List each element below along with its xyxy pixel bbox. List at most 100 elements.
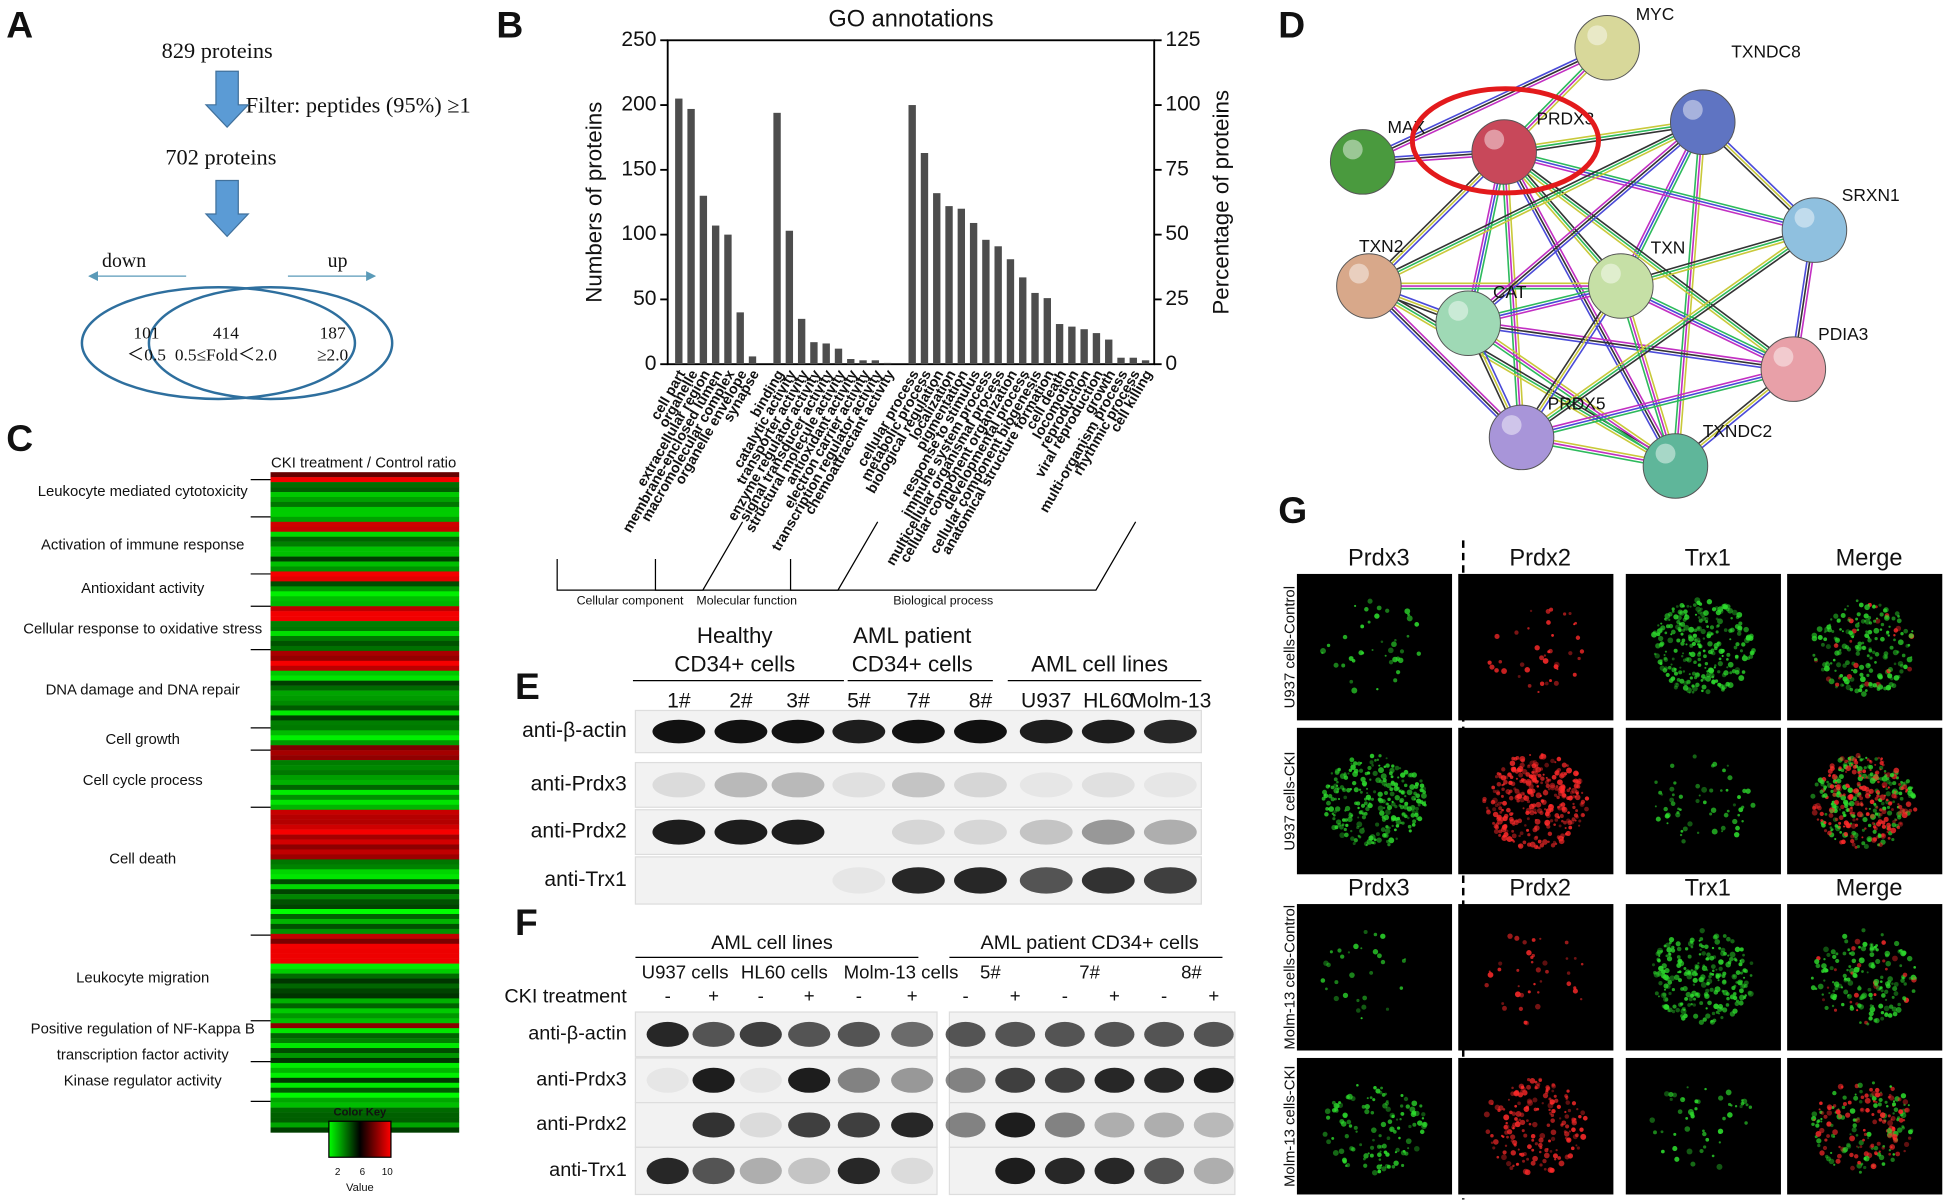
heatmap-row	[271, 815, 460, 820]
signal-dot	[1331, 1137, 1334, 1140]
signal-dot	[1529, 754, 1531, 756]
signal-dot	[1885, 787, 1888, 790]
heatmap-row	[271, 874, 460, 879]
signal-dot	[1908, 1137, 1911, 1140]
signal-dot	[1513, 840, 1515, 842]
signal-dot	[1720, 1016, 1723, 1019]
signal-dot	[1842, 663, 1846, 667]
signal-dot	[1572, 1101, 1576, 1105]
signal-dot	[1694, 1107, 1697, 1110]
signal-dot	[1884, 615, 1890, 621]
signal-dot	[1713, 935, 1718, 940]
signal-dot	[1861, 691, 1867, 697]
signal-dot	[1723, 934, 1727, 938]
signal-dot	[1661, 1130, 1664, 1133]
signal-dot	[1566, 764, 1569, 767]
signal-dot	[1855, 1118, 1860, 1123]
micrograph	[1297, 728, 1452, 874]
signal-dot	[1343, 1114, 1348, 1119]
signal-dot	[1884, 656, 1887, 659]
signal-dot	[1501, 795, 1504, 798]
signal-dot	[1527, 817, 1530, 820]
signal-dot	[1337, 768, 1341, 772]
panel-letter: E	[515, 665, 540, 707]
signal-dot	[1558, 791, 1563, 796]
signal-dot	[1662, 963, 1667, 968]
signal-dot	[1870, 800, 1875, 805]
row-label: anti-Trx1	[549, 1159, 627, 1181]
node-shine	[1683, 100, 1703, 120]
heatmap-row	[271, 472, 460, 477]
signal-dot	[1411, 796, 1416, 801]
signal-dot	[1552, 775, 1557, 780]
signal-dot	[1542, 960, 1547, 965]
signal-dot	[1513, 787, 1516, 790]
signal-dot	[1393, 1160, 1398, 1165]
blot-band	[772, 720, 825, 744]
signal-dot	[1730, 952, 1736, 958]
heatmap-row	[271, 1018, 460, 1023]
signal-dot	[1335, 1109, 1339, 1113]
signal-dot	[1676, 811, 1679, 814]
signal-dot	[1334, 980, 1338, 984]
heatmap-row	[271, 1033, 460, 1038]
signal-dot	[1827, 831, 1832, 836]
signal-dot	[1388, 648, 1394, 654]
bar	[1142, 360, 1149, 364]
signal-dot	[1738, 962, 1742, 966]
signal-dot	[1859, 1090, 1863, 1094]
heatmap-row	[271, 571, 460, 576]
row-label: anti-β-actin	[522, 719, 627, 742]
signal-dot	[1664, 654, 1666, 656]
signal-dot	[1850, 688, 1853, 691]
signal-dot	[1356, 1084, 1359, 1087]
signal-dot	[1886, 632, 1889, 635]
signal-dot	[1817, 806, 1822, 811]
signal-dot	[1824, 813, 1827, 816]
signal-dot	[1423, 1122, 1426, 1125]
signal-dot	[1830, 763, 1835, 768]
signal-dot	[1902, 1126, 1905, 1129]
signal-dot	[1672, 988, 1675, 991]
signal-dot	[1892, 956, 1898, 962]
signal-dot	[1719, 1141, 1721, 1143]
signal-dot	[1734, 646, 1738, 650]
signal-dot	[1899, 792, 1903, 796]
row-label: anti-β-actin	[528, 1023, 627, 1045]
signal-dot	[1740, 947, 1744, 951]
signal-dot	[1879, 1098, 1883, 1102]
blot-band	[1194, 1158, 1234, 1184]
signal-dot	[1844, 802, 1849, 807]
signal-dot	[1694, 597, 1700, 603]
signal-dot	[1816, 1138, 1821, 1143]
signal-dot	[1716, 1164, 1722, 1170]
signal-dot	[1873, 1100, 1875, 1102]
signal-dot	[1532, 954, 1535, 957]
signal-dot	[1844, 608, 1846, 610]
signal-dot	[1828, 774, 1831, 777]
row-label: anti-Trx1	[544, 868, 626, 891]
node-shine	[1656, 444, 1676, 464]
signal-dot	[1668, 1092, 1673, 1097]
signal-dot	[1672, 610, 1675, 613]
network-node	[1643, 434, 1708, 499]
signal-dot	[1678, 670, 1682, 674]
blot-band	[838, 1158, 880, 1184]
signal-dot	[1835, 952, 1838, 955]
signal-dot	[1726, 997, 1730, 1001]
signal-dot	[1695, 799, 1699, 803]
signal-dot	[1896, 626, 1902, 632]
signal-dot	[1523, 1134, 1527, 1138]
signal-dot	[1491, 1141, 1493, 1143]
heatmap-row	[271, 562, 460, 567]
signal-dot	[1407, 1147, 1409, 1149]
signal-dot	[1850, 1001, 1853, 1004]
flow-text: ＜0.5	[127, 346, 166, 365]
signal-dot	[1882, 825, 1886, 829]
signal-dot	[1525, 1021, 1529, 1025]
heatmap-row	[271, 502, 460, 507]
group-label: AML cell lines	[1031, 652, 1168, 677]
signal-dot	[1565, 941, 1569, 945]
heatmap-row	[271, 487, 460, 492]
heatmap-row	[271, 1013, 460, 1018]
